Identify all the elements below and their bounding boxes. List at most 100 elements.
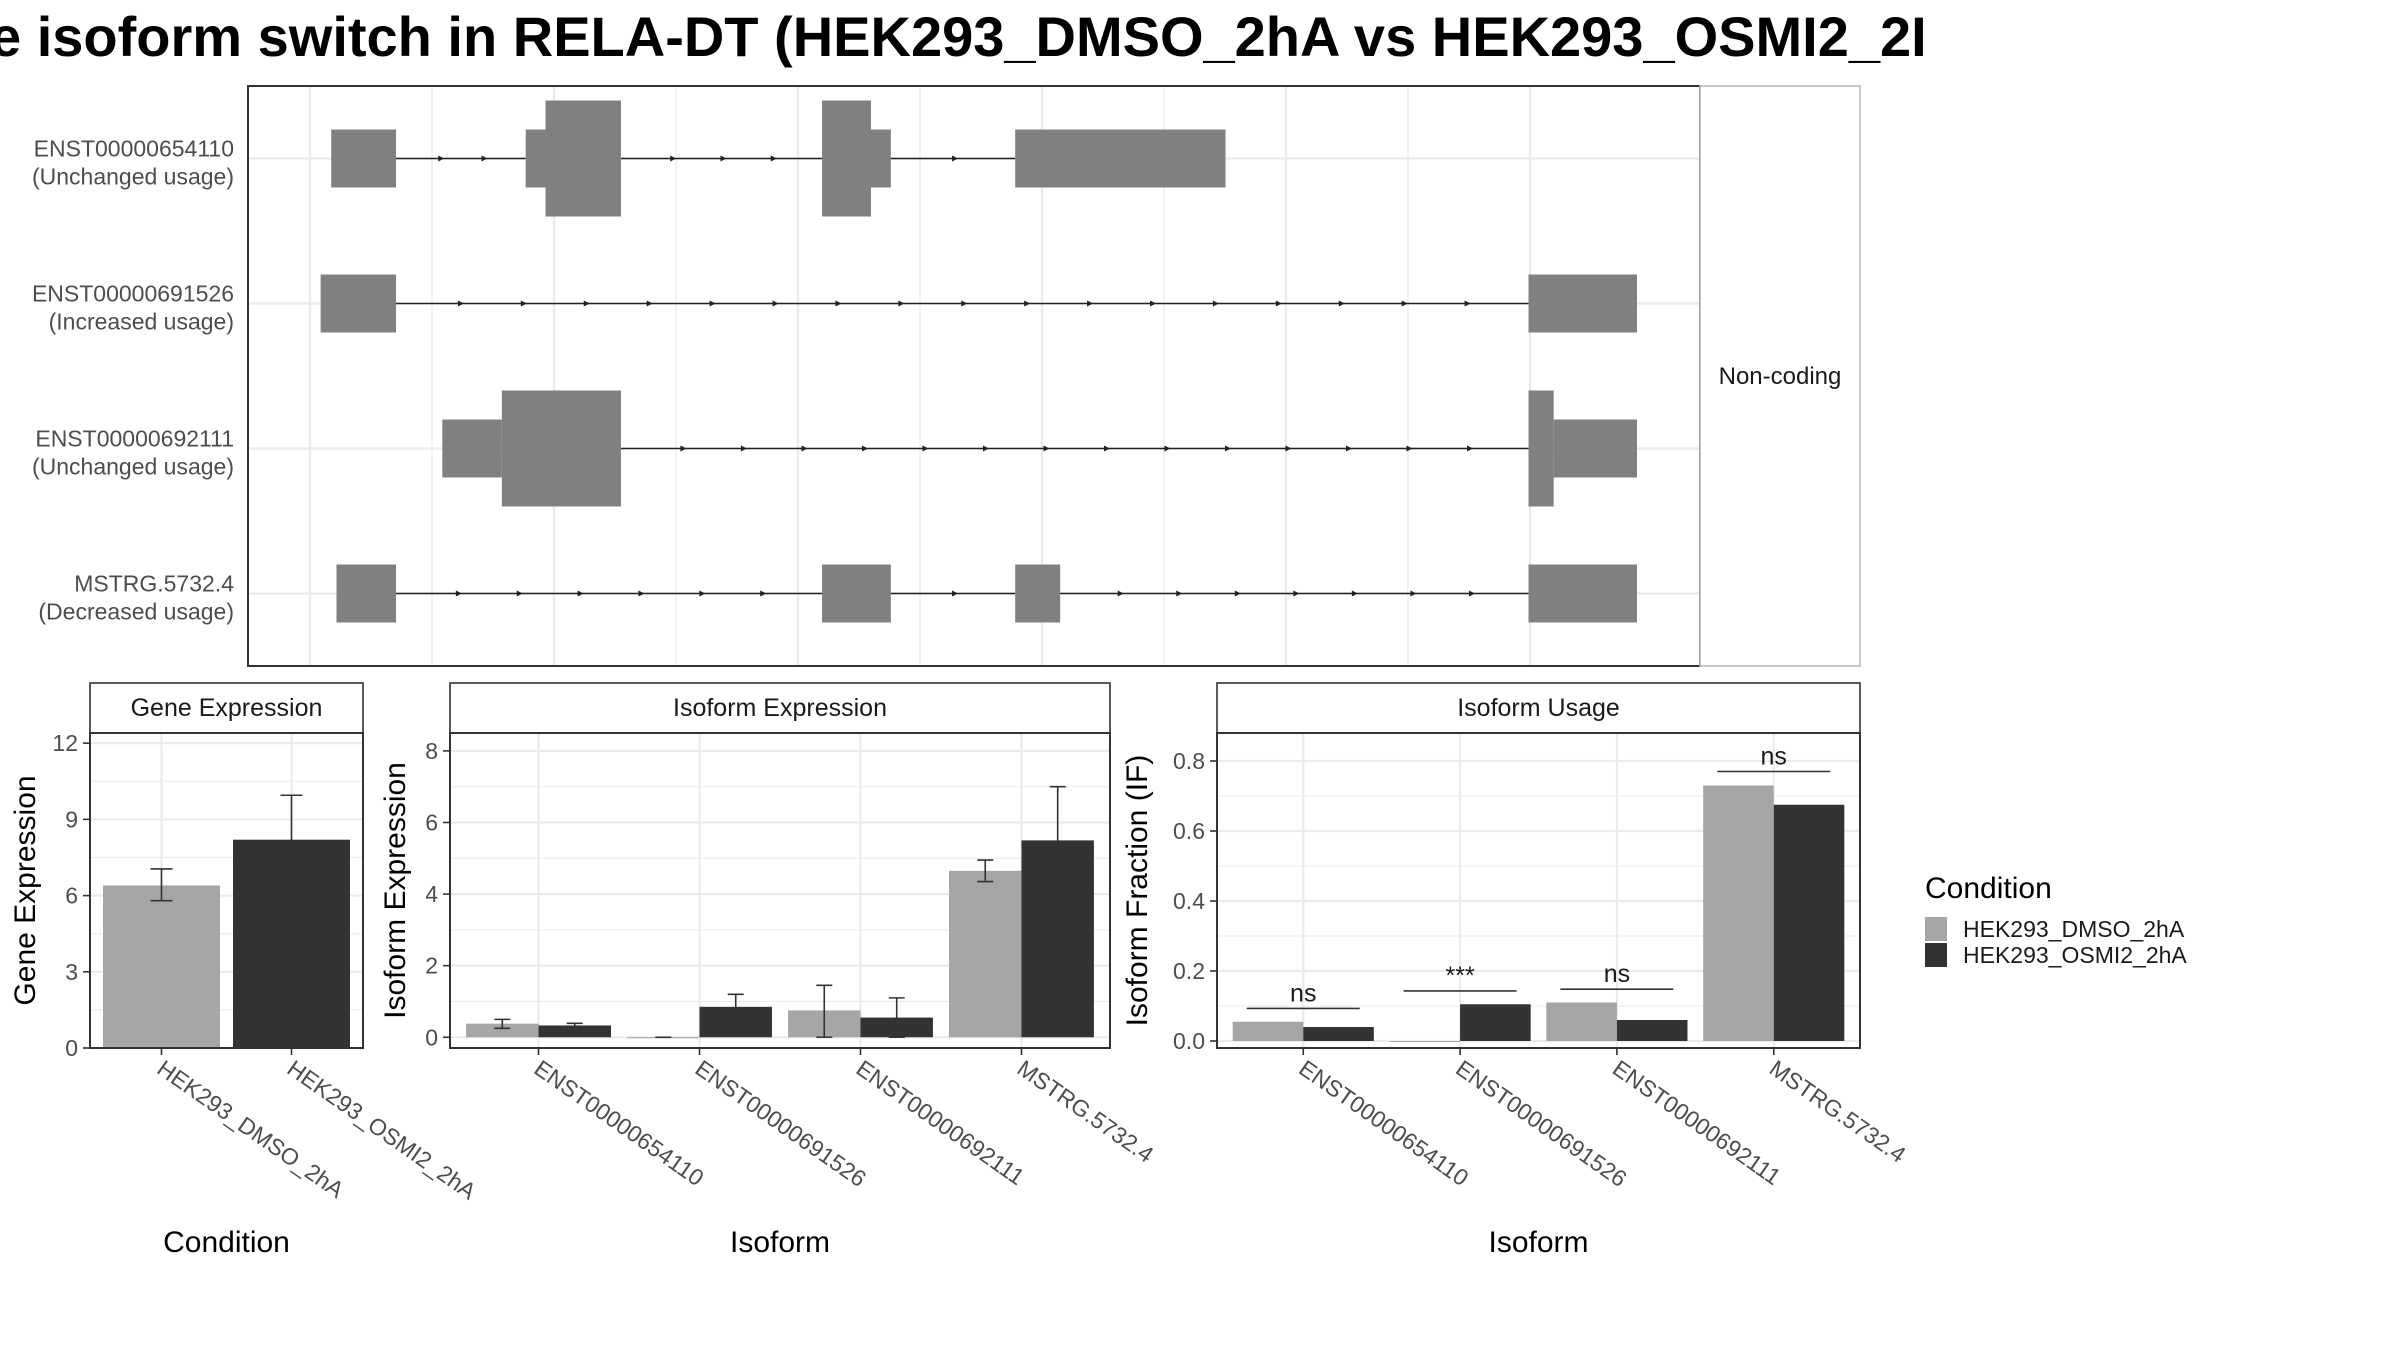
intron-direction-arrow [835,300,842,307]
intron-direction-arrow [481,155,488,162]
panel-strip [89,682,364,734]
intron-direction-arrow [680,445,687,452]
error-bar [727,993,744,1019]
y-tick-label: 4 [425,881,438,907]
intron-direction-arrow [760,590,767,597]
intron-direction-arrow [1468,590,1475,597]
figure-title: e isoform switch in RELA-DT (HEK293_DMSO… [0,5,1927,68]
bar [103,885,220,1048]
exon-block [822,564,891,623]
intron-direction-arrow [1117,590,1124,597]
y-tick-label: 12 [52,730,78,756]
x-axis-title: Isoform [1488,1226,1588,1259]
intron-direction-arrow [1410,590,1417,597]
intron-direction-arrow [1345,445,1352,452]
intron-direction-arrow [1024,300,1031,307]
panel-border [89,732,364,1049]
intron-direction-arrow [772,300,779,307]
legend-title: Condition [1925,872,2052,905]
intron-direction-arrow [1464,300,1471,307]
significance-label: ns [1290,979,1316,1007]
transcript-usage-label: (Decreased usage) [38,599,234,625]
exon-block [1553,419,1637,478]
intron-direction-arrow [1285,445,1292,452]
error-bar [888,997,905,1039]
exon-block [822,100,871,217]
intron-direction-arrow [801,445,808,452]
transcript-id-label: ENST00000691526 [32,281,234,307]
y-tick-label: 3 [65,959,78,985]
exon-block [442,419,502,478]
bar [949,870,1022,1038]
legend-label: HEK293_OSMI2_2hA [1963,942,2187,968]
intron-direction-arrow [1087,300,1094,307]
bar [1616,1020,1688,1041]
x-axis-title: Isoform [730,1226,830,1259]
intron-direction-arrow [1224,445,1231,452]
intron-direction-arrow [720,155,727,162]
intron-direction-arrow [1406,445,1413,452]
intron-direction-arrow [1176,590,1183,597]
bar [1232,1021,1304,1041]
bar [1773,804,1845,1041]
exon-block [525,129,546,188]
intron-direction-arrow [922,445,929,452]
intron-direction-arrow [1351,590,1358,597]
exon-block [1528,390,1554,507]
x-tick-label: ENST00000691526 [1451,1055,1631,1192]
x-tick-label: ENST00000692111 [1608,1055,1786,1190]
bar [1389,1041,1461,1042]
exon-block [501,390,621,507]
intron-direction-arrow [457,300,464,307]
intron-direction-arrow [1164,445,1171,452]
intron-direction-arrow [638,590,645,597]
intron-direction-arrow [1234,590,1241,597]
intron-direction-arrow [952,590,959,597]
y-tick-label: 0.4 [1173,888,1205,914]
intron-direction-arrow [455,590,462,597]
isoform-expression-panel: Isoform Expression02468ENST00000654110EN… [379,682,1159,1259]
intron-direction-arrow [646,300,653,307]
error-bar [977,859,994,883]
exon-block [1528,564,1637,623]
y-tick-label: 0.6 [1173,818,1205,844]
panel-border [449,732,1111,1049]
exon-block [1015,564,1061,623]
error-bar [566,1022,583,1029]
exon-block [336,564,397,623]
exon-block [1528,274,1637,333]
intron-direction-arrow [1212,300,1219,307]
intron-direction-arrow [770,155,777,162]
gene-structure-panel: ENST00000654110(Unchanged usage)ENST0000… [32,85,1861,667]
y-tick-label: 0 [425,1024,438,1050]
bar [1546,1002,1617,1041]
bar [538,1025,611,1038]
exon-block [331,129,397,188]
intron-direction-arrow [520,300,527,307]
bar [1703,785,1774,1041]
x-axis-title: Condition [163,1226,290,1259]
y-tick-label: 8 [425,738,438,764]
error-bar [280,794,303,885]
intron-direction-arrow [1467,445,1474,452]
isoform-usage-panel: Isoform Usage 0.0 0.2 0.4 0.6 0.8 ns *** ns ns ENS… [1121,682,1911,1259]
error-bar [1049,785,1066,895]
x-tick-label: ENST00000654110 [1294,1055,1473,1191]
x-tick-label: ENST00000691526 [691,1055,871,1192]
y-tick-label: 0.0 [1173,1028,1205,1054]
significance-label: ns [1761,743,1787,771]
intron-direction-arrow [583,300,590,307]
intron-direction-arrow [1103,445,1110,452]
legend-swatch [1925,943,1947,967]
exon-block [1015,129,1226,188]
legend-label: HEK293_DMSO_2hA [1963,916,2185,942]
intron-direction-arrow [952,155,959,162]
legend-swatch [1925,917,1947,941]
error-bar [150,868,173,902]
intron-direction-arrow [982,445,989,452]
bar [1460,1004,1531,1041]
panel-strip-label: Isoform Expression [673,694,887,722]
y-tick-label: 6 [65,883,78,909]
panel-strip [1216,682,1861,734]
